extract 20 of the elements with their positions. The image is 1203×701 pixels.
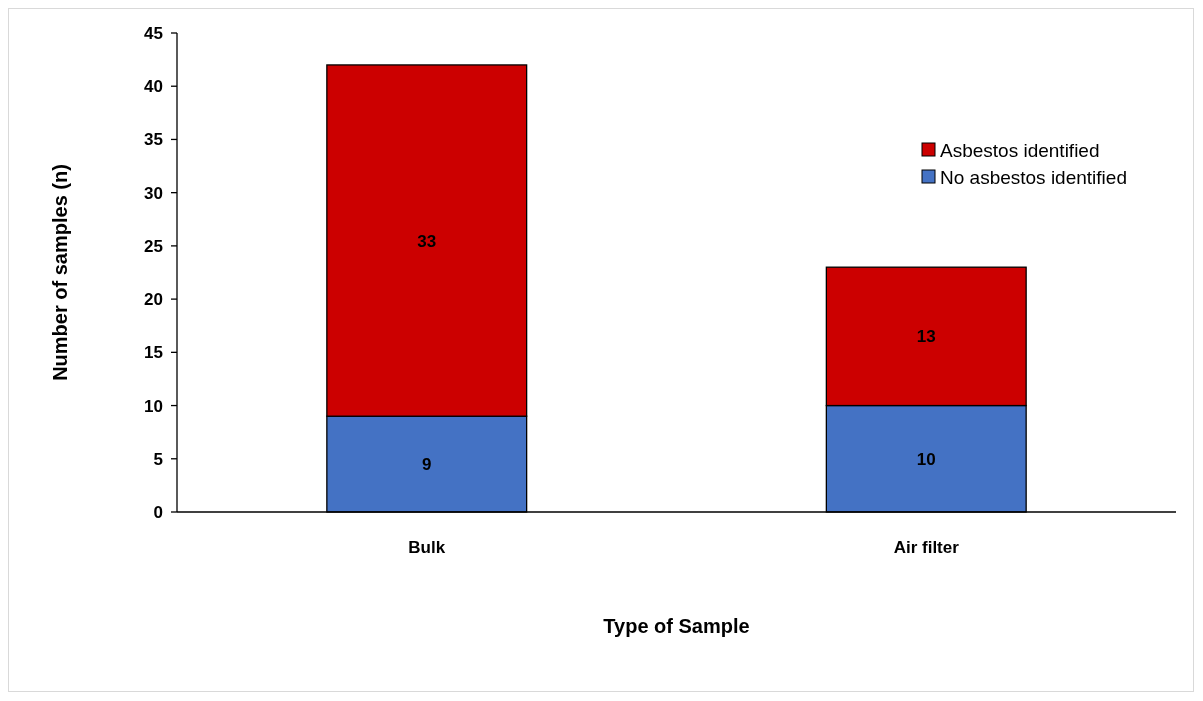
y-tick-label: 45 xyxy=(144,23,163,43)
y-tick-label: 15 xyxy=(144,343,163,363)
y-tick-label: 25 xyxy=(144,236,163,256)
y-tick-label: 30 xyxy=(144,183,163,203)
y-tick-label: 10 xyxy=(144,396,163,416)
data-label: 33 xyxy=(417,231,437,251)
x-axis-title: Type of Sample xyxy=(603,615,750,637)
x-tick-label: Bulk xyxy=(408,537,446,557)
legend-label: No asbestos identified xyxy=(940,166,1127,188)
x-tick-label: Air filter xyxy=(893,537,960,557)
legend-label: Asbestos identified xyxy=(940,139,1100,161)
y-axis-title: Number of samples (n) xyxy=(49,164,71,381)
y-tick-label: 35 xyxy=(144,130,163,150)
y-tick-label: 20 xyxy=(144,290,163,310)
y-tick-label: 5 xyxy=(153,449,163,469)
y-tick-label: 0 xyxy=(153,502,163,522)
data-label: 10 xyxy=(916,449,936,469)
y-tick-label: 40 xyxy=(144,77,163,97)
data-label: 9 xyxy=(422,455,432,475)
data-label: 13 xyxy=(916,327,936,347)
